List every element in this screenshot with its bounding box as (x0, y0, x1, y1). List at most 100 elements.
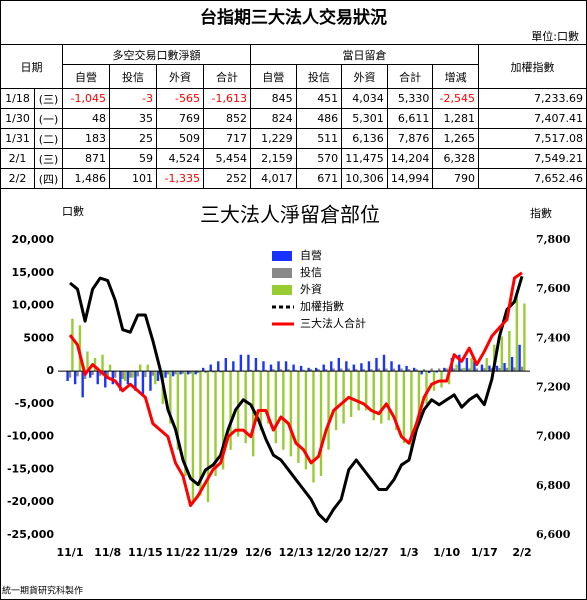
table-cell: 451 (295, 88, 343, 109)
bar (229, 371, 232, 450)
table-cell: -1,045 (62, 88, 110, 109)
bar (209, 364, 212, 372)
table-cell: 5,301 (341, 108, 388, 129)
table-cell: 1,229 (250, 128, 297, 149)
table-cell: 4,524 (156, 148, 204, 169)
bar (508, 330, 511, 372)
table-cell: 101 (109, 168, 157, 189)
bar (217, 361, 220, 372)
table-cell: 570 (295, 148, 343, 169)
bar (405, 365, 408, 372)
bar (483, 368, 486, 372)
y2-tick-label: 7,200 (536, 381, 571, 394)
x-tick-label: 11/8 (94, 546, 121, 559)
bar (402, 371, 406, 444)
table-row: 2/2 (四) 1,486 101 -1,335 252 4,017 671 10,306 14,… (0, 168, 587, 189)
y-tick-label: -15,000 (7, 462, 54, 475)
bar (279, 369, 283, 372)
bar (119, 371, 122, 391)
bar (123, 371, 127, 381)
x-tick-label: 11/22 (166, 546, 201, 559)
table-cell: 183 (62, 128, 110, 149)
table-cell: 1,486 (62, 168, 110, 189)
bar (412, 367, 416, 372)
x-tick-label: 12/20 (316, 546, 351, 559)
table-cell: 25 (109, 128, 157, 149)
legend-swatch (272, 268, 292, 278)
table-cell: -2,545 (432, 88, 479, 109)
bar (206, 371, 210, 503)
bar (166, 371, 170, 375)
bar (66, 371, 69, 381)
bar (319, 371, 323, 476)
bar (199, 371, 202, 496)
header-cell: 自營 (62, 64, 110, 89)
table-cell: 717 (203, 128, 251, 149)
bar (297, 371, 300, 463)
bar (382, 354, 386, 372)
bar (249, 369, 252, 372)
bar (269, 364, 273, 372)
table-cell: 845 (250, 88, 297, 109)
y-tick-label: 10,000 (12, 299, 55, 312)
bar (244, 371, 247, 444)
bar (262, 361, 265, 372)
footer: 統一期貨研究科製作 (2, 585, 83, 597)
header-cell: 多空交易口數淨額 (62, 44, 251, 65)
bar (317, 369, 320, 372)
bar (352, 364, 356, 372)
x-tick-label: 12/13 (279, 546, 314, 559)
table-cell: 6,328 (432, 148, 479, 169)
table-cell: 7,876 (386, 128, 434, 149)
bar (407, 369, 411, 372)
bar (96, 371, 99, 385)
legend-swatch (272, 285, 292, 295)
table-cell: 5,330 (386, 88, 434, 109)
chart-title: 三大法人淨留倉部位 (200, 203, 380, 227)
bar (239, 354, 243, 372)
bar (114, 371, 117, 378)
table-cell: 14,204 (386, 148, 434, 169)
header-cell: 合計 (203, 64, 251, 89)
table-cell: 4,034 (341, 88, 388, 109)
bar (174, 371, 177, 375)
x-tick-label: 1/17 (471, 546, 498, 559)
table-cell: (四) (34, 168, 63, 189)
bar (375, 358, 378, 372)
bar (129, 371, 132, 378)
bar (440, 371, 443, 388)
y-tick-label: 15,000 (12, 266, 55, 279)
table-cell: -1,335 (156, 168, 204, 189)
x-tick-label: 11/15 (128, 546, 163, 559)
bar (513, 367, 516, 372)
bar (349, 371, 353, 417)
bar (204, 371, 207, 374)
x-tick-label: 1/10 (433, 546, 460, 559)
bar (465, 358, 469, 372)
bar (134, 371, 137, 391)
bar (149, 371, 152, 391)
y2-tick-label: 7,000 (536, 430, 571, 443)
bar (357, 371, 360, 411)
bar (435, 371, 438, 373)
y-axis-label: 口數 (62, 205, 84, 218)
bar (330, 361, 333, 372)
bar (186, 371, 190, 375)
bar (458, 354, 461, 372)
bar (257, 369, 260, 372)
y-tick-label: 5000 (23, 331, 54, 344)
table-cell: 6,136 (341, 128, 388, 149)
legend-label: 加權指數 (300, 299, 344, 313)
bar (340, 368, 343, 372)
table-cell: 48 (62, 108, 110, 129)
bar (443, 367, 446, 372)
table-cell: 486 (295, 108, 343, 129)
bar (292, 364, 295, 372)
bar (236, 371, 240, 437)
bar (324, 369, 328, 372)
bar (437, 368, 441, 372)
bar (179, 371, 182, 375)
header-cell: 當日留倉 (250, 44, 479, 65)
bar (299, 365, 303, 372)
bar (86, 351, 89, 372)
